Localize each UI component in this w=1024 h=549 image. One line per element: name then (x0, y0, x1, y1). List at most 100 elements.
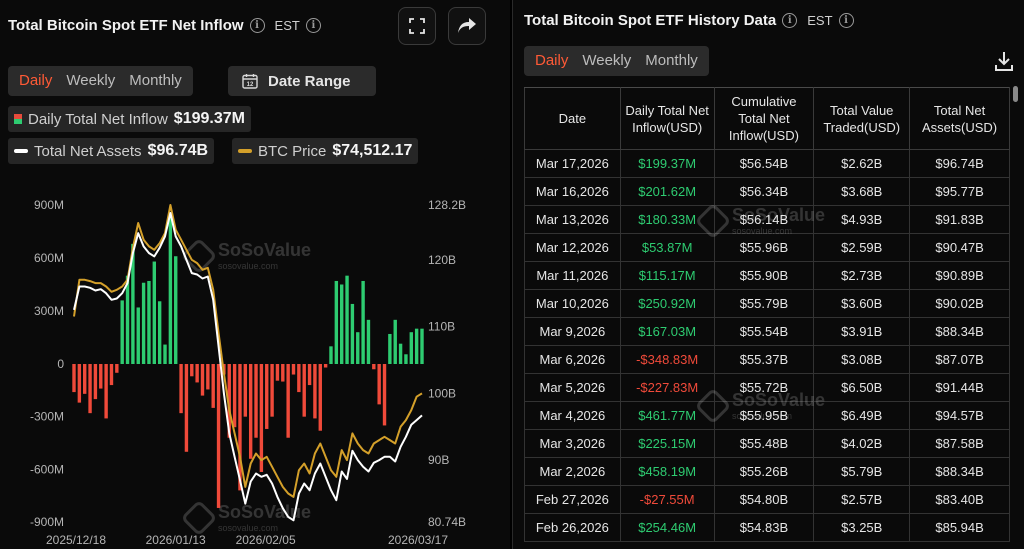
inflow-bar[interactable] (345, 275, 349, 364)
download-icon[interactable] (993, 50, 1015, 72)
inflow-bar[interactable] (259, 364, 264, 472)
tab-daily[interactable]: Daily (19, 72, 53, 89)
inflow-bar[interactable] (372, 364, 376, 370)
inflow-bar[interactable] (329, 346, 333, 364)
history-tab-monthly[interactable]: Monthly (645, 52, 698, 69)
inflow-bar[interactable] (339, 284, 344, 365)
inflow-bar[interactable] (286, 364, 290, 438)
inflow-bar[interactable] (323, 364, 328, 368)
date-range-button[interactable]: 12 Date Range (228, 66, 376, 96)
inflow-bar[interactable] (361, 280, 365, 364)
inflow-bar[interactable] (99, 364, 103, 389)
table-row[interactable]: Feb 27,2026 -$27.55M $54.80B $2.57B $83.40B (524, 485, 1010, 514)
inflow-bar[interactable] (377, 364, 381, 405)
history-timezone-info-icon[interactable]: i (838, 13, 854, 28)
table-row[interactable]: Mar 2,2026 $458.19M $55.26B $5.79B $88.34B (524, 457, 1010, 486)
col-daily-inflow[interactable]: Daily Total Net Inflow(USD) (619, 87, 715, 150)
col-cumulative-inflow[interactable]: Cumulative Total Net Inflow(USD) (713, 87, 815, 150)
table-row[interactable]: Feb 26,2026 $254.46M $54.83B $3.25B $85.94B (524, 513, 1010, 542)
inflow-bar[interactable] (232, 364, 237, 428)
inflow-bar[interactable] (414, 328, 419, 364)
inflow-bar[interactable] (254, 364, 258, 438)
inflow-bar[interactable] (334, 280, 339, 364)
legend-btc-price[interactable]: BTC Price $74,512.17 (232, 138, 419, 164)
inflow-bar[interactable] (168, 215, 173, 364)
inflow-bar[interactable] (420, 328, 424, 364)
inflow-bar[interactable] (275, 364, 280, 381)
history-tab-daily[interactable]: Daily (535, 52, 569, 69)
history-tab-weekly[interactable]: Weekly (582, 52, 632, 69)
inflow-bar[interactable] (388, 333, 392, 364)
col-date[interactable]: Date (524, 87, 621, 150)
inflow-bar[interactable] (356, 332, 360, 364)
inflow-bar[interactable] (157, 301, 162, 364)
inflow-bar[interactable] (366, 319, 371, 364)
inflow-bar[interactable] (409, 332, 413, 364)
fullscreen-button[interactable] (398, 7, 436, 45)
table-row[interactable]: Mar 11,2026 $115.17M $55.90B $2.73B $90.89B (524, 261, 1010, 290)
col-value-traded[interactable]: Total Value Traded(USD) (813, 87, 911, 150)
table-row[interactable]: Mar 3,2026 $225.15M $55.48B $4.02B $87.58B (524, 429, 1010, 458)
inflow-bar[interactable] (248, 364, 253, 459)
inflow-bar[interactable] (190, 364, 194, 377)
table-scrollbar[interactable] (1013, 86, 1018, 549)
inflow-bar[interactable] (238, 364, 242, 491)
table-row[interactable]: Mar 5,2026 -$227.83M $55.72B $6.50B $91.44B (524, 373, 1010, 402)
inflow-bar[interactable] (404, 354, 408, 364)
inflow-bar[interactable] (243, 364, 248, 417)
inflow-bar[interactable] (291, 364, 296, 375)
table-row[interactable]: Mar 12,2026 $53.87M $55.96B $2.59B $90.47B (524, 233, 1010, 262)
inflow-bar[interactable] (270, 364, 274, 417)
inflow-bar[interactable] (184, 364, 189, 452)
table-row[interactable]: Mar 10,2026 $250.92M $55.79B $3.60B $90.02B (524, 289, 1010, 318)
inflow-bar[interactable] (200, 364, 205, 396)
inflow-bar[interactable] (350, 303, 355, 364)
inflow-bar[interactable] (163, 344, 167, 364)
inflow-bar[interactable] (206, 364, 210, 390)
table-row[interactable]: Mar 4,2026 $461.77M $55.95B $6.49B $94.57B (524, 401, 1010, 430)
timezone-info-icon[interactable]: i (305, 18, 321, 33)
inflow-bar[interactable] (72, 364, 76, 393)
inflow-bar[interactable] (77, 364, 82, 403)
inflow-bar[interactable] (211, 364, 215, 408)
inflow-bar[interactable] (281, 364, 285, 382)
inflow-bar[interactable] (398, 343, 403, 364)
legend-daily-inflow[interactable]: Daily Total Net Inflow $199.37M (8, 106, 251, 132)
share-button[interactable] (448, 7, 486, 45)
table-row[interactable]: Mar 9,2026 $167.03M $55.54B $3.91B $88.34B (524, 317, 1010, 346)
inflow-bar[interactable] (147, 280, 151, 364)
table-row[interactable]: Mar 6,2026 -$348.83M $55.37B $3.08B $87.07B (524, 345, 1010, 374)
tab-weekly[interactable]: Weekly (66, 72, 116, 89)
inflow-bar[interactable] (141, 282, 146, 364)
inflow-bar[interactable] (93, 364, 98, 400)
tab-monthly[interactable]: Monthly (129, 72, 182, 89)
history-info-icon[interactable]: i (782, 13, 798, 28)
inflow-bar[interactable] (152, 261, 157, 364)
inflow-bar[interactable] (131, 243, 135, 364)
scroll-thumb[interactable] (1013, 86, 1018, 102)
info-icon[interactable]: i (249, 18, 265, 33)
inflow-bar[interactable] (104, 364, 108, 419)
inflow-bar[interactable] (227, 364, 231, 438)
inflow-bar[interactable] (83, 364, 87, 394)
inflow-bar[interactable] (136, 307, 140, 364)
total-net-assets-line[interactable] (73, 212, 423, 522)
inflow-bar[interactable] (216, 364, 221, 508)
legend-total-net-assets[interactable]: Total Net Assets $96.74B (8, 138, 215, 164)
inflow-bar[interactable] (265, 364, 269, 429)
inflow-bar[interactable] (382, 364, 387, 426)
inflow-bar[interactable] (318, 364, 322, 431)
inflow-bar[interactable] (297, 364, 301, 393)
inflow-bar[interactable] (115, 364, 119, 373)
inflow-bar[interactable] (125, 275, 130, 364)
inflow-bar[interactable] (393, 319, 397, 364)
inflow-bar[interactable] (179, 364, 183, 414)
inflow-bar[interactable] (174, 256, 178, 364)
table-row[interactable]: Mar 17,2026 $199.37M $56.54B $2.62B $96.74B (524, 149, 1010, 178)
inflow-bar[interactable] (109, 364, 114, 386)
inflow-bar[interactable] (195, 364, 199, 383)
table-row[interactable]: Mar 16,2026 $201.62M $56.34B $3.68B $95.77B (524, 177, 1010, 206)
inflow-bar[interactable] (313, 364, 317, 419)
col-net-assets[interactable]: Total Net Assets(USD) (909, 87, 1010, 150)
inflow-bar[interactable] (302, 364, 306, 417)
